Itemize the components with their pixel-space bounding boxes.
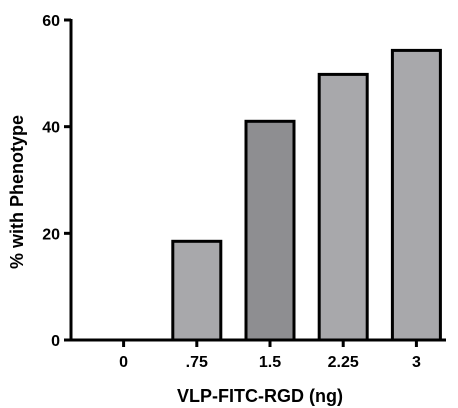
y-tick-label: 60 [42, 13, 60, 30]
x-tick-label-0: 0 [119, 354, 128, 371]
axes-group [69, 19, 446, 342]
y-axis-title: % with Phenotype [7, 115, 27, 269]
bar-3 [390, 48, 442, 342]
x-tick-label-.75: .75 [186, 354, 208, 371]
bar-1.5 [244, 119, 296, 342]
x-tick-label-3: 3 [412, 354, 421, 371]
x-ticks-group: 0 .75 1.5 2.25 3 [119, 340, 421, 371]
y-tick-label: 20 [42, 226, 60, 243]
x-tick-label-1.5: 1.5 [259, 354, 281, 371]
y-tick-label: 40 [42, 120, 60, 137]
x-axis-title: VLP-FITC-RGD (ng) [177, 386, 343, 406]
y-tick-label: 0 [51, 333, 60, 350]
bar-2.25 [317, 72, 369, 342]
bar-.75 [171, 239, 223, 342]
bars-group [171, 48, 442, 342]
y-ticks-group: 0 20 40 60 [42, 13, 71, 350]
x-tick-label-2.25: 2.25 [328, 354, 359, 371]
